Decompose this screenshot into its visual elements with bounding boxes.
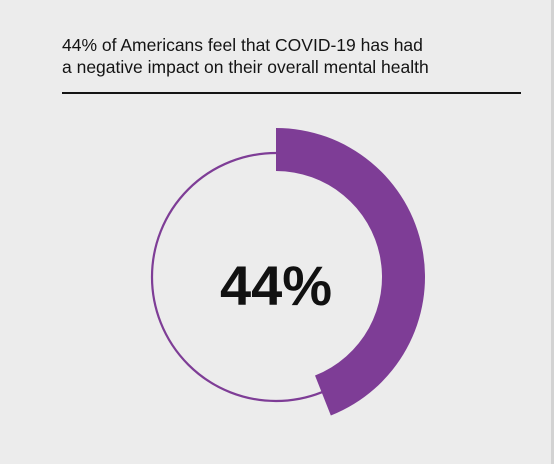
chart-title-line-1: 44% of Americans feel that COVID-19 has …: [62, 35, 423, 55]
chart-title: 44% of Americans feel that COVID-19 has …: [62, 34, 532, 78]
frame-edge: [551, 0, 554, 464]
center-value-label: 44%: [220, 254, 332, 317]
donut-slice-44-percent: [276, 128, 425, 416]
title-divider: [62, 92, 521, 94]
chart-title-line-2: a negative impact on their overall menta…: [62, 57, 429, 77]
